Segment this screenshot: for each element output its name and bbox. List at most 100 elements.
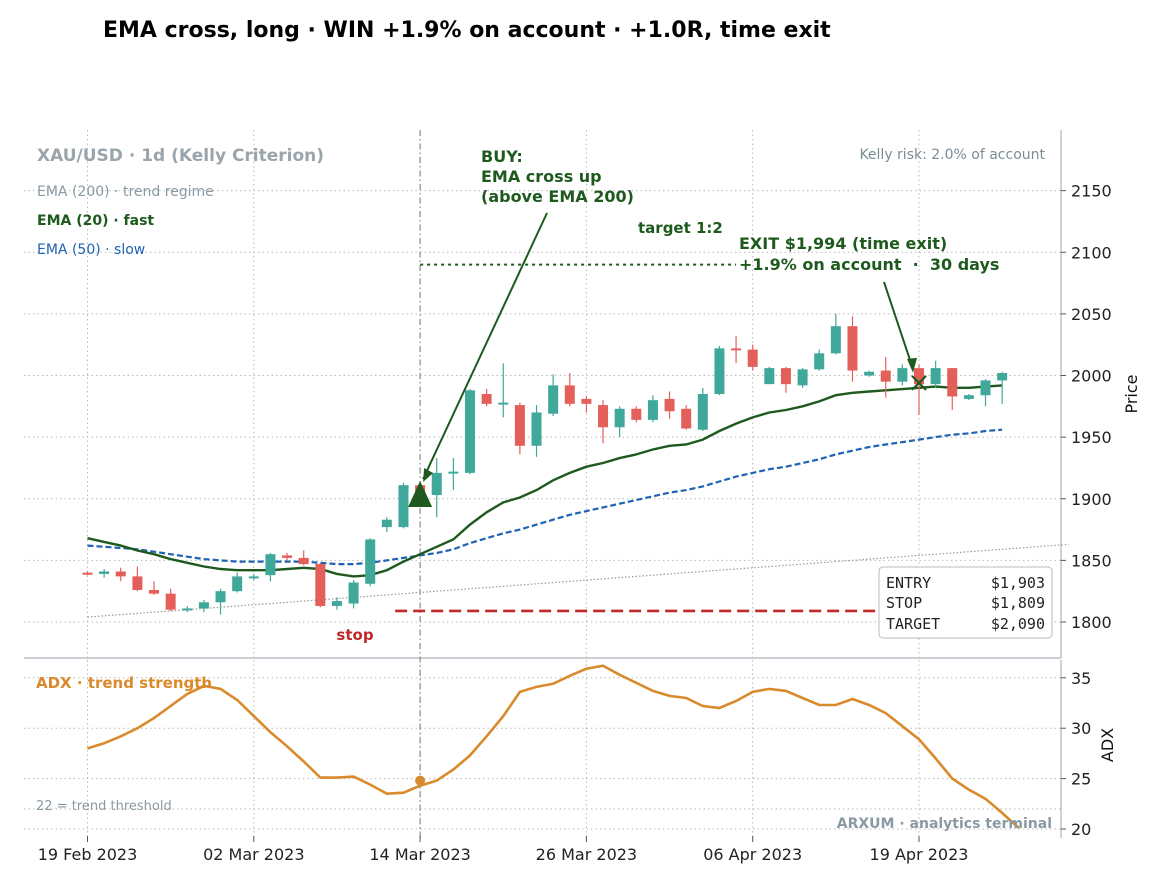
candle-body — [897, 368, 908, 382]
candle-body — [232, 576, 243, 592]
candle-body — [664, 398, 675, 412]
candle — [298, 550, 309, 566]
candle-body — [747, 349, 758, 367]
candle — [764, 366, 775, 385]
buy-label-line3: (above EMA 200) — [481, 187, 634, 206]
candle — [215, 588, 226, 615]
candle-body — [315, 564, 326, 606]
candle — [830, 313, 841, 355]
risk-label: Kelly risk: 2.0% of account — [859, 147, 1045, 163]
candle-body — [564, 385, 575, 404]
candle-body — [431, 472, 442, 496]
candle-body — [248, 576, 259, 579]
candle-body — [265, 554, 276, 576]
candle-body — [598, 405, 609, 428]
adx-tick-label: 30 — [1071, 719, 1091, 738]
candle — [149, 581, 160, 595]
candle-body — [149, 589, 160, 594]
candle-body — [963, 395, 974, 399]
candle — [448, 458, 459, 491]
candle-body — [714, 348, 725, 394]
candle — [464, 389, 475, 475]
ema200-line — [87, 543, 1069, 618]
trade-stop-value: $1,809 — [991, 594, 1045, 612]
candle-body — [880, 370, 891, 382]
buy-arrow — [422, 212, 548, 480]
candle — [381, 517, 392, 533]
candle — [431, 458, 442, 518]
candle — [947, 368, 958, 411]
candle — [847, 316, 858, 382]
candle — [714, 345, 725, 396]
candle — [514, 402, 525, 455]
candle — [99, 569, 110, 578]
price-tick-label: 1800 — [1071, 613, 1112, 632]
candle-body — [481, 393, 492, 404]
candle — [897, 364, 908, 386]
price-tick-label: 1950 — [1071, 428, 1112, 447]
candle-body — [381, 519, 392, 528]
candle — [780, 366, 791, 393]
candle-body — [780, 368, 791, 385]
adx-tick-label: 25 — [1071, 770, 1091, 789]
x-tick-label: 14 Mar 2023 — [369, 845, 470, 864]
candle — [481, 389, 492, 407]
candle — [997, 371, 1008, 404]
candle — [348, 580, 359, 609]
candle-body — [331, 601, 342, 606]
adx-entry-marker — [415, 775, 426, 786]
candle-body — [830, 326, 841, 354]
entry-triangle-marker — [408, 481, 433, 508]
candle — [115, 567, 126, 582]
trade-stop-label: STOP — [886, 594, 922, 612]
candle-body — [298, 557, 309, 565]
x-tick-label: 19 Feb 2023 — [38, 845, 138, 864]
ema50-line — [87, 428, 1003, 566]
candle — [531, 405, 542, 457]
candle-body — [581, 398, 592, 404]
candle-body — [398, 485, 409, 528]
candle — [581, 396, 592, 413]
adx-tick-label: 35 — [1071, 669, 1091, 688]
adx-tick-label: 20 — [1071, 820, 1091, 839]
candle — [265, 552, 276, 582]
x-tick-label: 06 Apr 2023 — [703, 845, 802, 864]
candle — [365, 538, 376, 587]
trade-info-box: ENTRY $1,903 STOP $1,809 TARGET $2,090 — [878, 566, 1053, 639]
price-axis-label: Price — [1122, 374, 1141, 413]
candle — [747, 344, 758, 371]
candle-body — [930, 368, 941, 385]
candle-body — [631, 408, 642, 420]
adx-line — [87, 664, 1020, 829]
exit-label-line1: EXIT $1,994 (time exit) — [739, 234, 947, 253]
legend-ema20: EMA (20) · fast — [37, 213, 154, 229]
exit-arrowhead — [907, 357, 917, 373]
candle-body — [764, 368, 775, 385]
candle-body — [864, 371, 875, 376]
trade-entry-value: $1,903 — [991, 574, 1045, 592]
candle — [331, 597, 342, 610]
candle — [731, 336, 742, 364]
candle — [914, 364, 924, 415]
stop-label: stop — [336, 626, 373, 644]
candle — [198, 599, 209, 613]
buy-label-line2: EMA cross up — [481, 167, 602, 186]
x-tick-label: 19 Apr 2023 — [870, 845, 969, 864]
exit-arrow — [883, 281, 914, 370]
exit-x-marker — [911, 375, 927, 391]
adx-axis-label: ADX — [1098, 728, 1117, 762]
price-tick-label: 2000 — [1071, 367, 1112, 386]
candle — [315, 562, 326, 608]
ema20-line — [87, 384, 1003, 578]
candle — [165, 588, 176, 611]
candle — [232, 572, 243, 593]
candle-body — [814, 353, 825, 370]
candle-body — [647, 400, 658, 420]
candle-body — [947, 368, 958, 397]
candle — [132, 566, 143, 592]
candle-body — [115, 571, 126, 577]
candle-body — [498, 402, 509, 405]
candle-body — [165, 593, 176, 610]
candle-body — [448, 471, 459, 474]
